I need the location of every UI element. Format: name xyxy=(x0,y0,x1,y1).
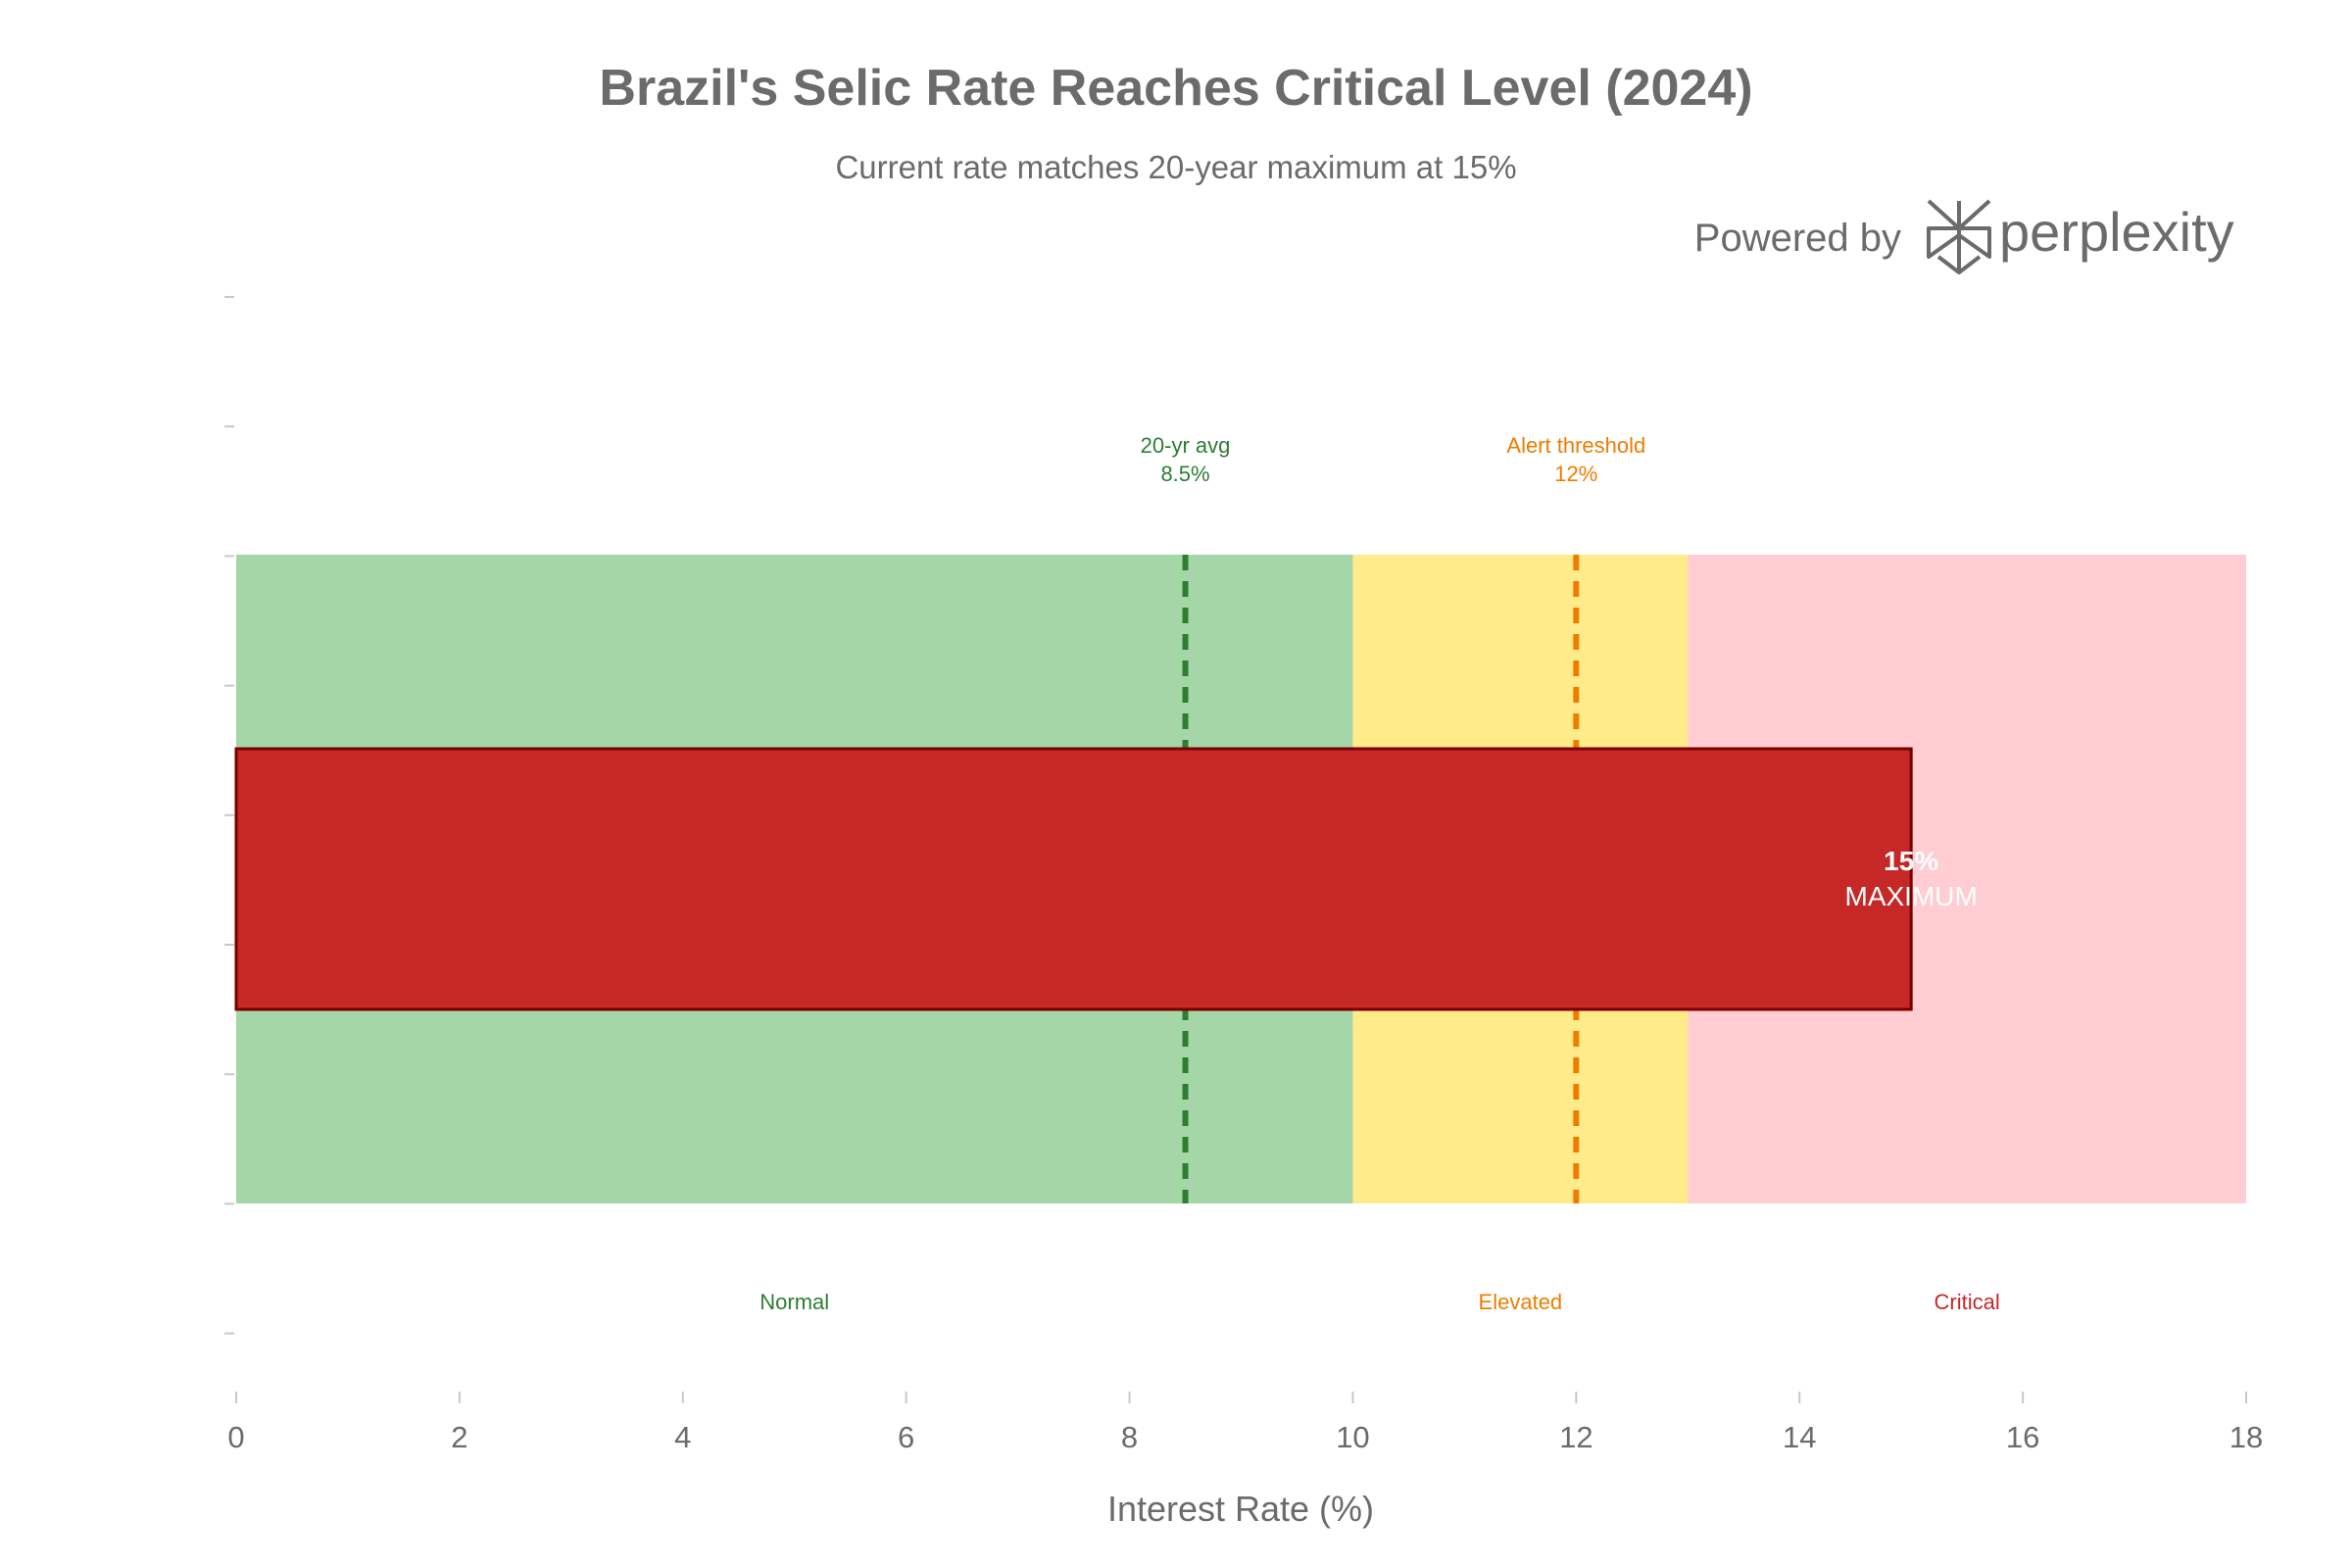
x-tick-label: 16 xyxy=(2006,1420,2039,1454)
ref-label-alert-threshold: Alert threshold xyxy=(1506,433,1645,458)
x-tick-label: 2 xyxy=(451,1420,467,1454)
x-tick-label: 4 xyxy=(674,1420,691,1454)
ref-value-20-yr-avg: 8.5% xyxy=(1160,462,1209,486)
branding: Powered by perplexity xyxy=(1694,199,2234,274)
bar-selic-rate xyxy=(234,747,1913,1011)
x-tick-label: 14 xyxy=(1783,1420,1816,1454)
perplexity-logo-icon xyxy=(1927,199,1991,274)
chart-subtitle: Current rate matches 20-year maximum at … xyxy=(835,149,1516,185)
y-axis-ticks xyxy=(224,296,234,1335)
bars: 15% MAXIMUM xyxy=(234,747,1978,1011)
x-tick-label: 0 xyxy=(227,1420,244,1454)
brand-name: perplexity xyxy=(1999,201,2234,263)
x-tick-label: 18 xyxy=(2230,1420,2263,1454)
x-axis: 0 2 4 6 8 10 12 14 16 18 xyxy=(227,1392,2263,1454)
ref-label-20-yr-avg: 20-yr avg xyxy=(1141,433,1231,458)
brand-prefix: Powered by xyxy=(1694,217,1901,260)
x-tick-label: 6 xyxy=(898,1420,914,1454)
ref-value-alert-threshold: 12% xyxy=(1554,462,1597,486)
bar-value-label: 15% xyxy=(1884,846,1938,876)
x-tick-label: 12 xyxy=(1559,1420,1592,1454)
x-tick-label: 10 xyxy=(1336,1420,1369,1454)
x-tick-label: 8 xyxy=(1121,1420,1138,1454)
bar-tag-label: MAXIMUM xyxy=(1845,881,1978,911)
x-axis-title: Interest Rate (%) xyxy=(1107,1489,1374,1529)
zone-label-elevated: Elevated xyxy=(1479,1290,1563,1314)
chart-title: Brazil's Selic Rate Reaches Critical Lev… xyxy=(599,60,1752,117)
zone-label-normal: Normal xyxy=(760,1290,829,1314)
zone-label-critical: Critical xyxy=(1935,1290,2000,1314)
